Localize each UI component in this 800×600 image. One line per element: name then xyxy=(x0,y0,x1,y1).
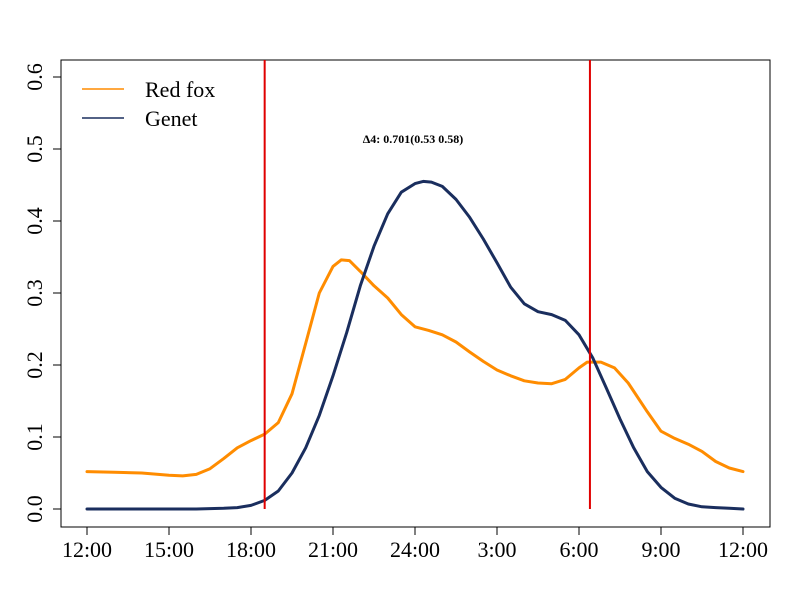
y-tick-label: 0.5 xyxy=(22,135,47,163)
x-tick-label: 18:00 xyxy=(226,537,276,562)
series-layer xyxy=(85,179,745,511)
series-line-red-fox xyxy=(85,258,745,478)
y-tick-label: 0.1 xyxy=(22,423,47,451)
legend-label: Genet xyxy=(145,106,198,131)
x-tick-label: 3:00 xyxy=(477,537,516,562)
x-tick-label: 9:00 xyxy=(641,537,680,562)
overlap-annotation: Δ4: 0.701(0.53 0.58) xyxy=(363,132,464,146)
y-tick-label: 0.4 xyxy=(22,207,47,235)
x-tick-label: 24:00 xyxy=(390,537,440,562)
y-tick-label: 0.0 xyxy=(22,495,47,523)
legend: Red fox Genet xyxy=(82,77,215,131)
legend-label: Red fox xyxy=(145,77,215,102)
y-tick-label: 0.2 xyxy=(22,351,47,379)
y-tick-label: 0.3 xyxy=(22,279,47,307)
x-tick-label: 15:00 xyxy=(144,537,194,562)
x-tick-label: 6:00 xyxy=(559,537,598,562)
series-line-genet xyxy=(85,179,745,511)
y-axis: 0.0 0.1 0.2 0.3 0.4 0.5 0.6 xyxy=(22,63,62,523)
y-tick-label: 0.6 xyxy=(22,63,47,91)
x-tick-label: 21:00 xyxy=(308,537,358,562)
x-tick-label: 12:00 xyxy=(62,537,112,562)
x-axis: 12:00 15:00 18:00 21:00 24:00 3:00 6:00 9:00 12:… xyxy=(62,526,768,562)
vline-layer xyxy=(263,60,591,509)
x-tick-label: 12:00 xyxy=(718,537,768,562)
